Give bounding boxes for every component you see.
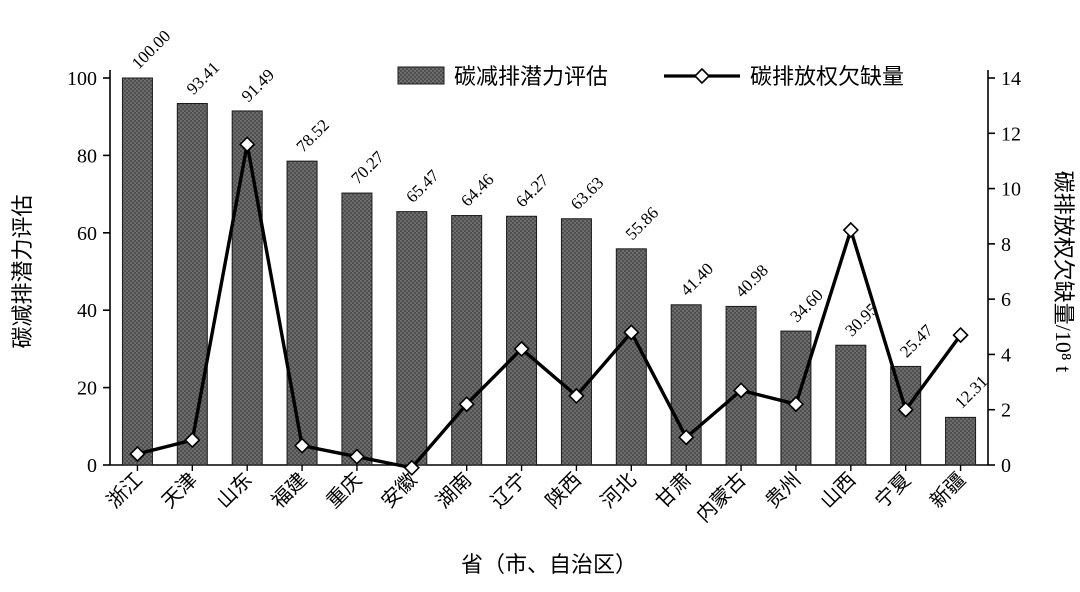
bar xyxy=(945,416,977,466)
legend-bar-swatch xyxy=(397,66,445,85)
diamond-marker xyxy=(787,396,805,413)
bar-value-label: 64.46 xyxy=(457,170,497,210)
diamond-marker xyxy=(403,459,420,476)
x-category-label: 天津 xyxy=(157,468,202,513)
bar xyxy=(231,110,263,466)
bar-value-label: 91.49 xyxy=(238,65,278,105)
x-category-label: 河北 xyxy=(596,468,641,513)
legend-diamond-marker xyxy=(693,67,711,85)
bar-value-label: 12.31 xyxy=(951,372,991,412)
left-axis-title: 碳减排潜力评估 xyxy=(10,194,35,348)
bar-value-label: 64.27 xyxy=(512,170,553,211)
bar-value-label: 93.41 xyxy=(183,58,223,98)
left-axis-tick-label: 100 xyxy=(67,68,97,90)
x-category-label: 辽宁 xyxy=(487,468,532,513)
right-axis-tick-label: 2 xyxy=(1001,400,1011,422)
diamond-marker xyxy=(129,445,146,463)
x-category-label: 安徽 xyxy=(377,468,422,513)
bar-value-label: 100.00 xyxy=(128,26,174,72)
bar-value-label: 40.98 xyxy=(731,261,771,301)
left-axis-tick-label: 20 xyxy=(77,378,97,400)
bar xyxy=(560,218,592,466)
x-category-label: 湖南 xyxy=(432,468,477,513)
x-category-label: 宁夏 xyxy=(871,468,916,513)
line-series xyxy=(135,142,963,470)
diamond-marker xyxy=(732,382,750,399)
diamond-marker xyxy=(623,324,640,341)
x-category-label: 贵州 xyxy=(761,468,806,513)
bar xyxy=(396,211,428,466)
right-axis-tick-label: 6 xyxy=(1001,289,1011,311)
x-category-label: 新疆 xyxy=(926,468,971,513)
bar xyxy=(176,103,208,466)
x-category-label: 甘肃 xyxy=(651,468,696,513)
bar-value-label: 63.63 xyxy=(567,173,607,213)
bar xyxy=(451,215,483,466)
legend-label-line: 碳排放权欠缺量 xyxy=(750,64,904,89)
bar xyxy=(506,215,538,466)
bar-value-label: 25.47 xyxy=(896,320,937,361)
diamond-marker xyxy=(348,448,366,465)
bar xyxy=(835,344,867,466)
bar xyxy=(121,77,153,466)
bar-value-label: 41.40 xyxy=(677,259,717,299)
bar-value-label: 55.86 xyxy=(622,203,662,243)
x-category-label: 浙江 xyxy=(102,468,147,513)
bar-value-label: 65.47 xyxy=(402,166,443,207)
right-axis-tick-label: 8 xyxy=(1001,234,1011,256)
left-axis-tick-label: 0 xyxy=(87,455,97,477)
diamond-marker xyxy=(513,340,530,358)
right-axis-tick-label: 14 xyxy=(1001,68,1021,90)
x-category-label: 福建 xyxy=(267,468,312,513)
right-axis-tick-label: 4 xyxy=(1001,344,1011,366)
left-axis-tick-label: 60 xyxy=(77,223,97,245)
x-axis-title: 省（市、自治区） xyxy=(461,552,637,577)
left-axis-tick-label: 40 xyxy=(77,300,97,322)
diamond-marker xyxy=(952,326,969,344)
diamond-marker xyxy=(897,401,914,418)
right-axis-tick-label: 10 xyxy=(1001,179,1021,201)
right-axis-tick-label: 0 xyxy=(1001,455,1011,477)
x-category-label: 陕西 xyxy=(541,468,586,513)
diamond-marker xyxy=(568,387,585,405)
bar-value-label: 70.27 xyxy=(347,147,388,188)
diamond-marker xyxy=(458,396,475,413)
x-category-label: 山西 xyxy=(816,468,861,513)
legend: 碳减排潜力评估 碳排放权欠缺量 xyxy=(397,64,904,89)
legend-label-bar: 碳减排潜力评估 xyxy=(454,64,608,89)
bar-value-label: 78.52 xyxy=(292,115,332,155)
diamond-marker xyxy=(678,429,695,446)
x-category-label: 内蒙古 xyxy=(692,468,751,527)
x-category-label: 山东 xyxy=(212,468,257,513)
bar xyxy=(286,160,318,466)
bar xyxy=(341,192,373,466)
bar xyxy=(615,248,647,466)
diamond-marker xyxy=(239,136,256,153)
diamond-marker xyxy=(293,437,311,454)
diamond-marker xyxy=(184,431,201,449)
right-axis-tick-label: 12 xyxy=(1001,123,1021,145)
left-axis-tick-label: 80 xyxy=(77,145,97,167)
right-axis-title: 碳排放权欠缺量/10⁸ t xyxy=(1051,171,1076,372)
diamond-marker xyxy=(842,221,859,239)
x-category-label: 重庆 xyxy=(322,468,367,513)
